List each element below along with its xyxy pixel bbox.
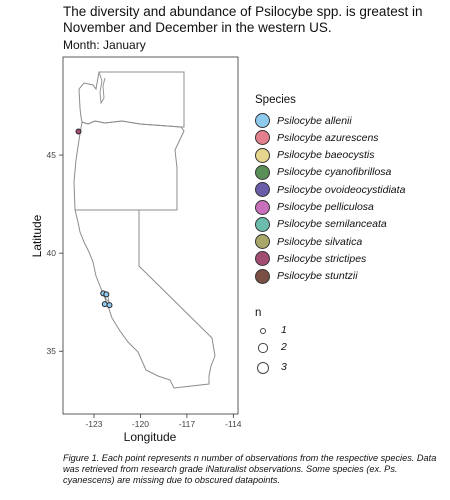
legend-label: Psilocybe ovoideocystidiata [277, 183, 406, 196]
x-tick-label: -114 [225, 419, 242, 429]
y-axis-label: Latitude [30, 214, 44, 257]
legend-swatch [255, 216, 270, 232]
size-legend-circle [256, 361, 270, 375]
legend-item: Psilocybe strictipes [255, 250, 366, 267]
legend-item: Psilocybe cyanofibrillosa [255, 164, 391, 181]
x-tick-label: -123 [85, 419, 102, 429]
legend-item: Psilocybe azurescens [255, 129, 379, 146]
legend-item: Psilocybe semilanceata [255, 216, 387, 233]
legend-item: Psilocybe silvatica [255, 233, 362, 250]
legend-item: Psilocybe baeocystis [255, 147, 374, 164]
data-points [75, 128, 113, 309]
size-legend-label: 2 [281, 341, 287, 353]
size-legend-circle [258, 343, 268, 353]
legend-label: Psilocybe stuntzii [277, 270, 358, 283]
y-axis: 35 40 45 [47, 150, 63, 356]
x-tick-label: -117 [179, 419, 196, 429]
state-boundaries [73, 71, 216, 389]
y-tick-label: 45 [47, 150, 57, 160]
legend-swatch [255, 251, 270, 267]
data-point [103, 291, 110, 298]
size-legend-label: 3 [281, 361, 287, 373]
y-tick-label: 35 [47, 346, 57, 356]
legend-label: Psilocybe silvatica [277, 235, 363, 248]
chart-subtitle: Month: January [63, 38, 146, 52]
data-point [75, 128, 82, 135]
legend-swatch [255, 182, 270, 198]
legend-label: Psilocybe strictipes [277, 252, 367, 265]
oregon-outline [73, 120, 185, 211]
figure-caption: Figure 1. Each point represents n number… [63, 453, 437, 485]
size-legend-title: n [255, 307, 262, 319]
plot-panel [62, 56, 239, 415]
x-tick-label: -120 [132, 419, 149, 429]
size-legend-label: 1 [281, 324, 287, 336]
x-axis: -123 -120 -117 -114 [85, 414, 242, 429]
legend-item: Psilocybe pelliculosa [255, 199, 374, 216]
y-tick-label: 40 [47, 248, 57, 258]
legend-item: Psilocybe allenii [255, 112, 352, 129]
size-legend-circle [260, 328, 266, 334]
legend-label: Psilocybe pelliculosa [277, 201, 374, 213]
legend-item: Psilocybe stuntzii [255, 268, 358, 285]
legend-item: Psilocybe ovoideocystidiata [255, 181, 405, 198]
legend-swatch [255, 164, 270, 180]
chart-title: The diversity and abundance of Psilocybe… [63, 4, 423, 35]
species-legend-title: Species [255, 94, 296, 106]
legend-swatch [255, 130, 270, 146]
legend-label: Psilocybe allenii [277, 114, 352, 127]
legend-swatch [255, 113, 270, 128]
puget-sound [98, 71, 106, 105]
legend-swatch [255, 234, 270, 250]
legend-label: Psilocybe semilanceata [277, 218, 387, 231]
legend-label: Psilocybe azurescens [277, 131, 379, 144]
legend-label: Psilocybe cyanofibrillosa [277, 166, 392, 179]
data-point [106, 302, 113, 309]
california-outline [74, 209, 216, 389]
legend-swatch [255, 268, 270, 284]
legend-swatch [255, 147, 270, 163]
legend-swatch [255, 199, 270, 215]
x-axis-label: Longitude [124, 430, 177, 444]
legend-label: Psilocybe baeocystis [277, 149, 375, 162]
